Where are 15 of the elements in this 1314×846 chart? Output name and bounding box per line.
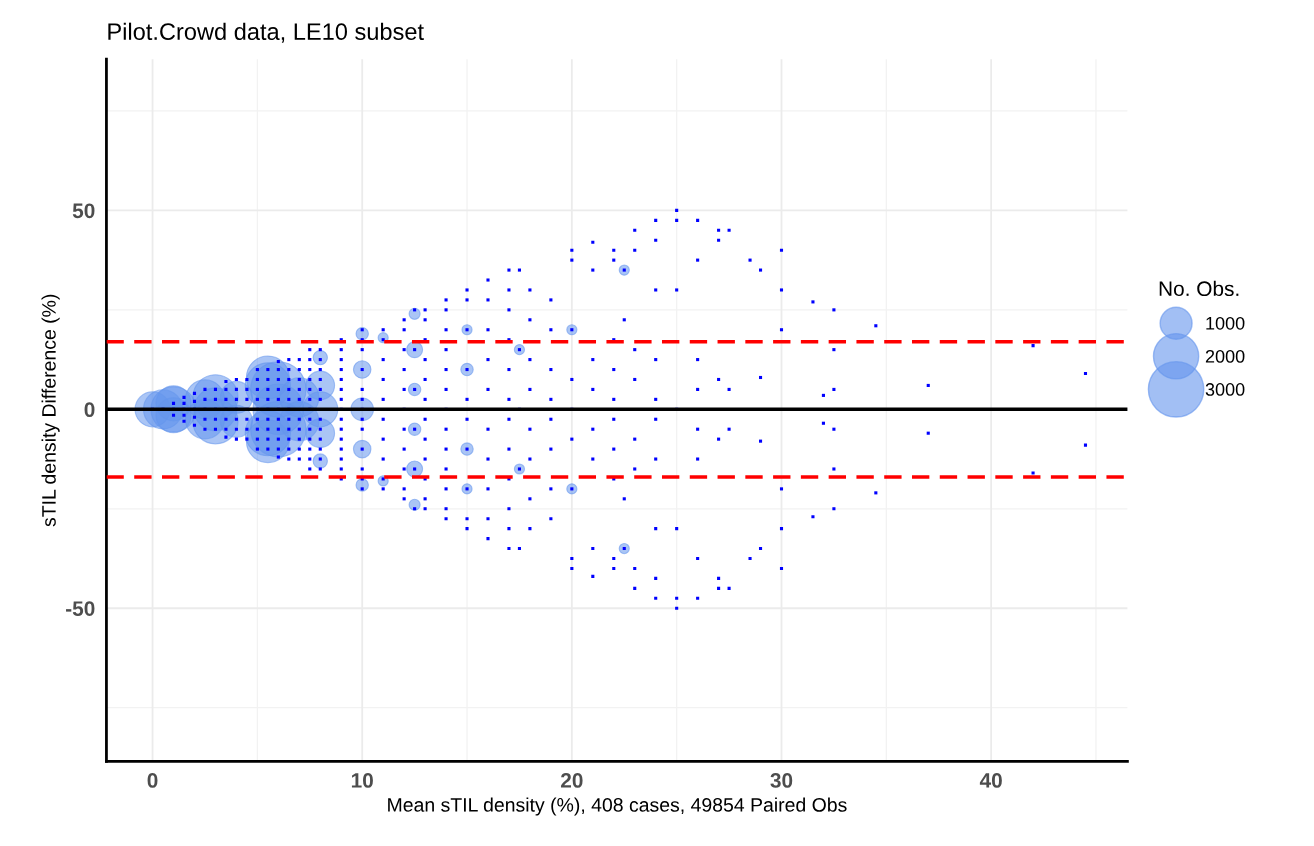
legend-label: 2000 bbox=[1205, 349, 1245, 363]
x-tick-label: 0 bbox=[147, 773, 158, 788]
legend-title: No. Obs. bbox=[1159, 280, 1239, 297]
legend-label: 3000 bbox=[1205, 383, 1245, 396]
x-tick-label: 40 bbox=[979, 773, 1002, 788]
x-axis-title: Mean sTIL density (%), 408 cases, 49854 Paired Obs bbox=[388, 797, 847, 816]
chart-title: Pilot.Crowd data, LE10 subset bbox=[108, 22, 424, 43]
legend-label: 1000 bbox=[1206, 316, 1245, 330]
y-axis-title: sTIL density Difference (%) bbox=[41, 294, 60, 527]
x-tick-label: 20 bbox=[560, 773, 583, 788]
x-tick-label: 10 bbox=[351, 773, 373, 788]
y-tick-label: -50 bbox=[66, 601, 95, 616]
y-tick-label: 0 bbox=[84, 402, 95, 418]
y-tick-label: 50 bbox=[72, 203, 95, 219]
x-tick-label: 30 bbox=[770, 773, 793, 788]
